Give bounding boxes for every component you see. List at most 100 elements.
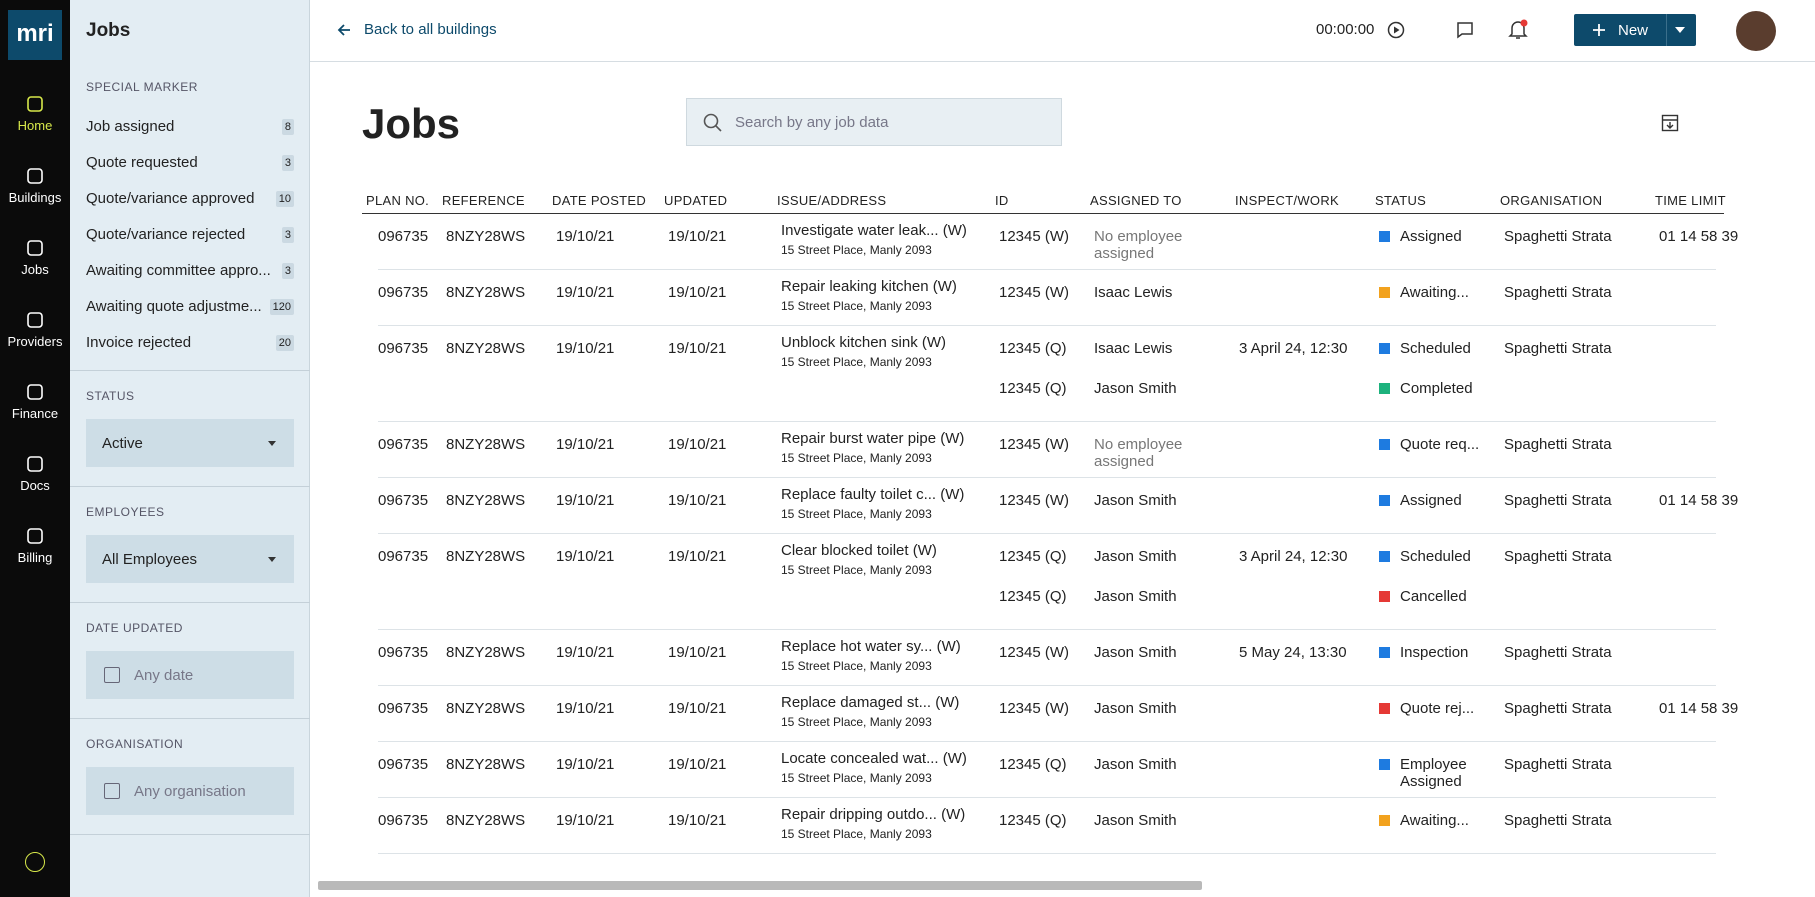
nav-icon	[27, 456, 43, 472]
cell: 19/10/21	[556, 326, 668, 421]
marker-name: Awaiting committee appro...	[86, 262, 271, 279]
job-row[interactable]: 096735 8NZY28WS 19/10/21 19/10/21 Unblock ki…	[378, 326, 1716, 422]
bell-icon[interactable]	[1507, 18, 1529, 40]
chat-icon[interactable]	[1455, 20, 1475, 40]
marker-item[interactable]: Quote requested 3	[86, 154, 294, 171]
job-row[interactable]: 096735 8NZY28WS 19/10/21 19/10/21 Replace da…	[378, 686, 1738, 742]
avatar[interactable]	[1736, 11, 1776, 51]
sub: 3 April 24, 12:30	[1239, 548, 1379, 588]
job-row[interactable]: 096735 8NZY28WS 19/10/21 19/10/21 Replace fa…	[378, 478, 1738, 534]
assigned-to: Jason Smith	[1094, 812, 1177, 829]
nav-item[interactable]: Providers	[0, 310, 70, 349]
sub: 12345 (W)	[999, 644, 1094, 684]
nav-item[interactable]: Billing	[0, 526, 70, 565]
filter-input[interactable]: All Employees	[86, 535, 294, 583]
cell: 3 April 24, 12:30	[1239, 534, 1379, 629]
sub: Jason Smith	[1094, 756, 1239, 796]
cell: 096735	[378, 214, 446, 269]
cell	[1659, 422, 1769, 477]
cell: 096735	[378, 742, 446, 797]
job-id: 12345 (Q)	[999, 340, 1067, 357]
reference: 8NZY28WS	[446, 340, 526, 357]
reference: 8NZY28WS	[446, 812, 526, 829]
column-header[interactable]: UPDATED	[664, 193, 728, 208]
job-row[interactable]: 096735 8NZY28WS 19/10/21 19/10/21 Repair lea…	[378, 270, 1716, 326]
marker-name: Quote/variance approved	[86, 190, 255, 207]
marker-item[interactable]: Awaiting committee appro... 3	[86, 262, 294, 279]
cell: Assigned	[1379, 478, 1504, 533]
issue: Repair leaking kitchen (W)	[781, 278, 957, 295]
nav-item[interactable]: Docs	[0, 454, 70, 493]
sub: Isaac Lewis	[1094, 340, 1239, 380]
cell: 096735	[378, 630, 446, 685]
cell	[1239, 270, 1379, 325]
job-row[interactable]: 096735 8NZY28WS 19/10/21 19/10/21 Locate con…	[378, 742, 1716, 798]
assigned-to: Jason Smith	[1094, 756, 1177, 773]
organisation: Spaghetti Strata	[1504, 340, 1612, 357]
sub	[1239, 228, 1379, 268]
column-header[interactable]: STATUS	[1375, 193, 1427, 208]
cell: 12345 (Q)	[999, 798, 1094, 853]
cell: Employee Assigned	[1379, 742, 1504, 797]
back-link[interactable]: Back to all buildings	[364, 21, 497, 38]
help-icon[interactable]	[25, 852, 45, 872]
search-box[interactable]: Search by any job data	[686, 98, 1062, 146]
job-id: 12345 (Q)	[999, 756, 1067, 773]
cell: 19/10/21	[556, 798, 668, 853]
scrollbar[interactable]	[318, 881, 1202, 890]
cell	[1659, 326, 1769, 421]
job-row[interactable]: 096735 8NZY28WS 19/10/21 19/10/21 Repair dri…	[378, 798, 1716, 854]
filter-input[interactable]: Active	[86, 419, 294, 467]
address: 15 Street Place, Manly 2093	[781, 771, 932, 785]
column-header[interactable]: PLAN NO.	[366, 193, 430, 208]
export-icon[interactable]	[1661, 114, 1679, 132]
nav-item[interactable]: Buildings	[0, 166, 70, 205]
back-icon[interactable]	[336, 22, 352, 38]
column-header[interactable]: ID	[995, 193, 1009, 208]
updated: 19/10/21	[668, 644, 727, 661]
job-row[interactable]: 096735 8NZY28WS 19/10/21 19/10/21 Repair bur…	[378, 422, 1716, 478]
job-row[interactable]: 096735 8NZY28WS 19/10/21 19/10/21 Investigat…	[378, 214, 1738, 270]
new-label: New	[1618, 21, 1649, 39]
cell: Investigate water leak... (W) 15 Street P…	[781, 214, 999, 269]
column-header[interactable]: INSPECT/WORK	[1235, 193, 1339, 208]
marker-item[interactable]: Invoice rejected 20	[86, 334, 294, 351]
column-header[interactable]: REFERENCE	[442, 193, 525, 208]
caret[interactable]	[1675, 27, 1685, 33]
filter-input[interactable]: Any date	[86, 651, 294, 699]
marker-item[interactable]: Quote/variance rejected 3	[86, 226, 294, 243]
column-header[interactable]: ISSUE/ADDRESS	[777, 193, 887, 208]
issue: Replace faulty toilet c... (W)	[781, 486, 965, 503]
new-button[interactable]: New	[1574, 14, 1696, 46]
sub: 12345 (W)	[999, 492, 1094, 532]
cell: Spaghetti Strata	[1504, 214, 1659, 269]
status-dot	[1379, 591, 1390, 602]
cell	[1659, 798, 1769, 853]
job-row[interactable]: 096735 8NZY28WS 19/10/21 19/10/21 Clear bloc…	[378, 534, 1716, 630]
column-header[interactable]: ASSIGNED TO	[1090, 193, 1182, 208]
cell: Spaghetti Strata	[1504, 270, 1659, 325]
cell: Jason Smith	[1094, 478, 1239, 533]
column-header[interactable]: DATE POSTED	[552, 193, 647, 208]
marker-item[interactable]: Job assigned 8	[86, 118, 294, 135]
job-row[interactable]: 096735 8NZY28WS 19/10/21 19/10/21 Replace ho…	[378, 630, 1716, 686]
cell: Replace damaged st... (W) 15 Street Place…	[781, 686, 999, 741]
cell	[1659, 534, 1769, 629]
marker-item[interactable]: Awaiting quote adjustme... 120	[86, 298, 294, 315]
organisation: Spaghetti Strata	[1504, 756, 1612, 773]
assigned-to: Jason Smith	[1094, 548, 1177, 565]
filter-input[interactable]: Any organisation	[86, 767, 294, 815]
marker-name: Invoice rejected	[86, 334, 192, 351]
column-header[interactable]: ORGANISATION	[1500, 193, 1603, 208]
nav-icon	[27, 240, 43, 256]
marker-item[interactable]: Quote/variance approved 10	[86, 190, 294, 207]
logo[interactable]: mri	[8, 10, 62, 60]
nav-item[interactable]: Finance	[0, 382, 70, 421]
nav-item[interactable]: Jobs	[0, 238, 70, 277]
column-header[interactable]: TIME LIMIT	[1655, 193, 1726, 208]
play-icon[interactable]	[1387, 21, 1405, 39]
nav-item[interactable]: Home	[0, 94, 70, 133]
sub: Jason Smith	[1094, 548, 1239, 588]
sub: Cancelled	[1379, 588, 1504, 628]
